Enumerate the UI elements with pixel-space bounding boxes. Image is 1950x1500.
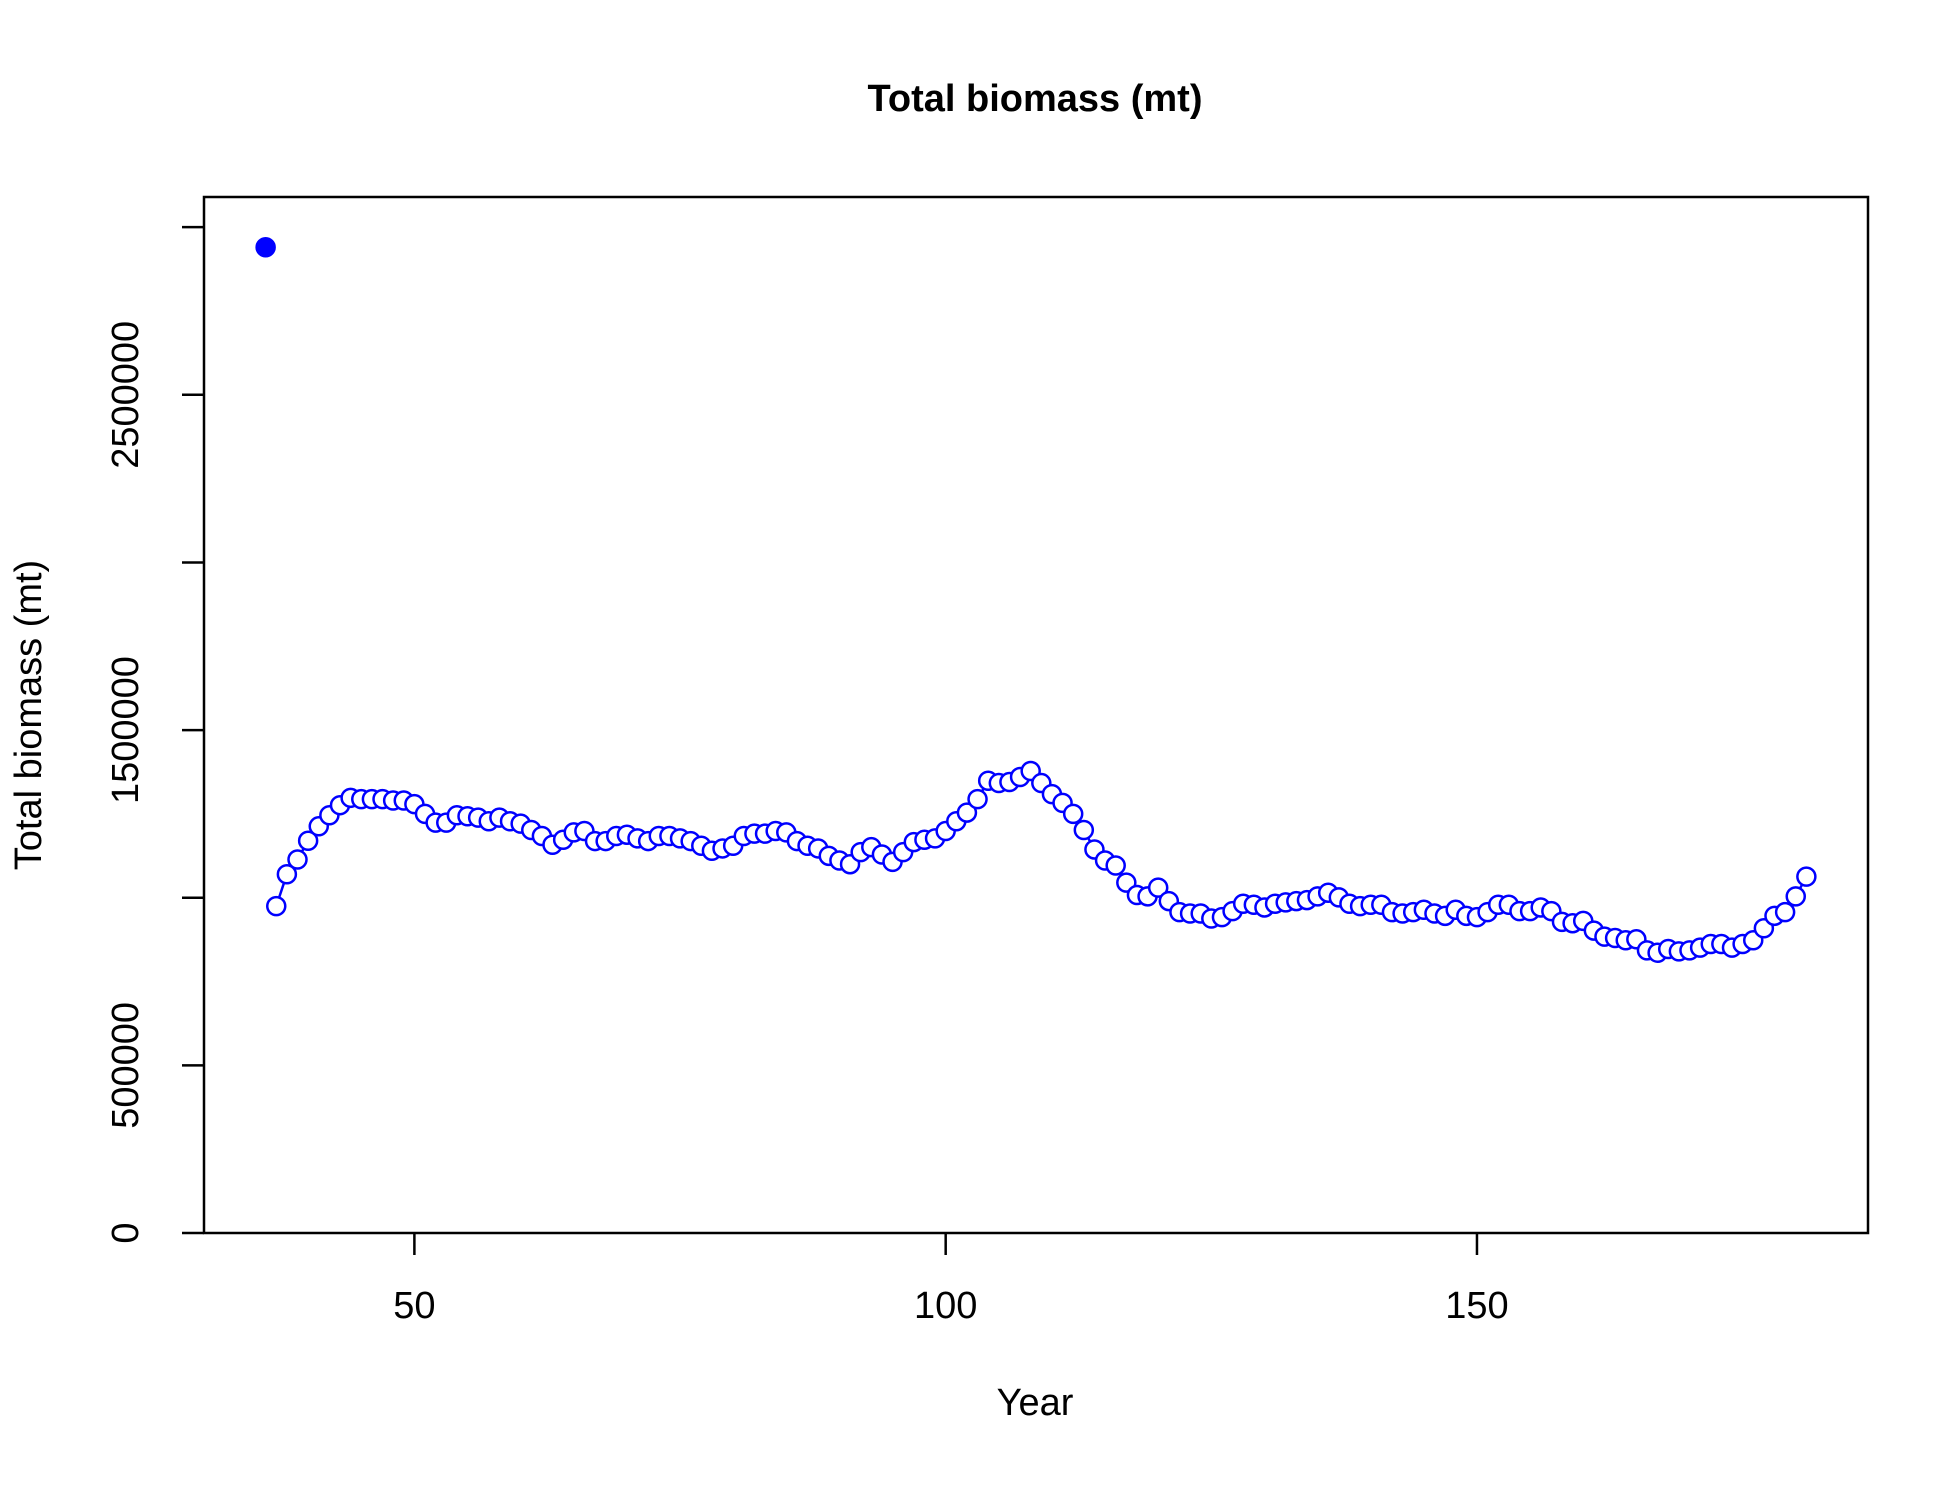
point — [1073, 819, 1095, 841]
plot-frame — [202, 195, 1870, 1235]
point — [1105, 855, 1126, 876]
x-axis-label: Year — [997, 1382, 1074, 1424]
point — [1796, 866, 1817, 887]
point — [1147, 877, 1169, 898]
y-tick-label: 500000 — [105, 1002, 147, 1129]
point — [266, 895, 287, 917]
y-tick-label: 1500000 — [105, 656, 147, 804]
x-tick-label: 150 — [1445, 1285, 1508, 1327]
point — [967, 788, 988, 810]
y-tick-label: 2500000 — [105, 321, 147, 469]
point — [1062, 803, 1084, 825]
point — [287, 849, 308, 870]
y-axis-label: Total biomass (mt) — [8, 560, 50, 870]
point-filled — [255, 237, 276, 258]
point — [297, 830, 319, 851]
point — [276, 864, 298, 885]
point — [956, 802, 978, 823]
point — [1774, 901, 1796, 923]
x-tick-label: 50 — [393, 1285, 435, 1327]
x-tick-label: 100 — [914, 1285, 977, 1327]
chart-title: Total biomass (mt) — [868, 78, 1203, 120]
point — [1785, 886, 1806, 907]
y-tick-label: 0 — [105, 1222, 147, 1243]
